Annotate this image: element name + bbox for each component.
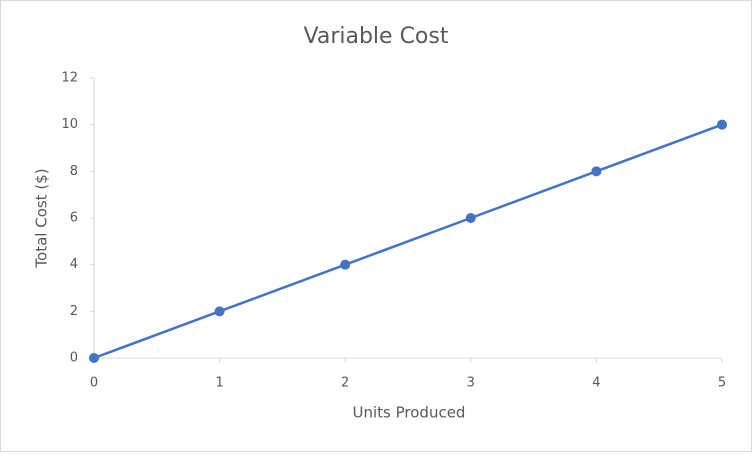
y-tick-label: 6 [70, 211, 78, 226]
y-axis-label: Total Cost ($) [33, 168, 51, 268]
y-tick-label: 12 [61, 71, 78, 86]
chart-title: Variable Cost [304, 24, 449, 49]
data-point [214, 306, 225, 317]
y-tick-label: 8 [70, 164, 78, 179]
x-tick-label: 5 [718, 376, 726, 391]
x-tick-label: 0 [90, 376, 98, 391]
y-tick-label: 0 [70, 351, 78, 366]
data-point [340, 259, 351, 270]
data-point [89, 353, 99, 363]
data-point [465, 213, 476, 223]
x-tick-label: 4 [592, 376, 600, 391]
x-tick-label: 2 [341, 376, 349, 391]
series-line [93, 123, 723, 360]
y-tick-label: 4 [70, 257, 78, 272]
x-tick-label: 1 [215, 376, 223, 391]
y-tick-label: 2 [70, 304, 78, 319]
data-point [717, 119, 727, 130]
y-tick-label: 10 [61, 117, 78, 132]
x-tick-label: 3 [467, 376, 475, 391]
x-axis-label: Units Produced [353, 404, 466, 422]
data-point [591, 166, 602, 177]
